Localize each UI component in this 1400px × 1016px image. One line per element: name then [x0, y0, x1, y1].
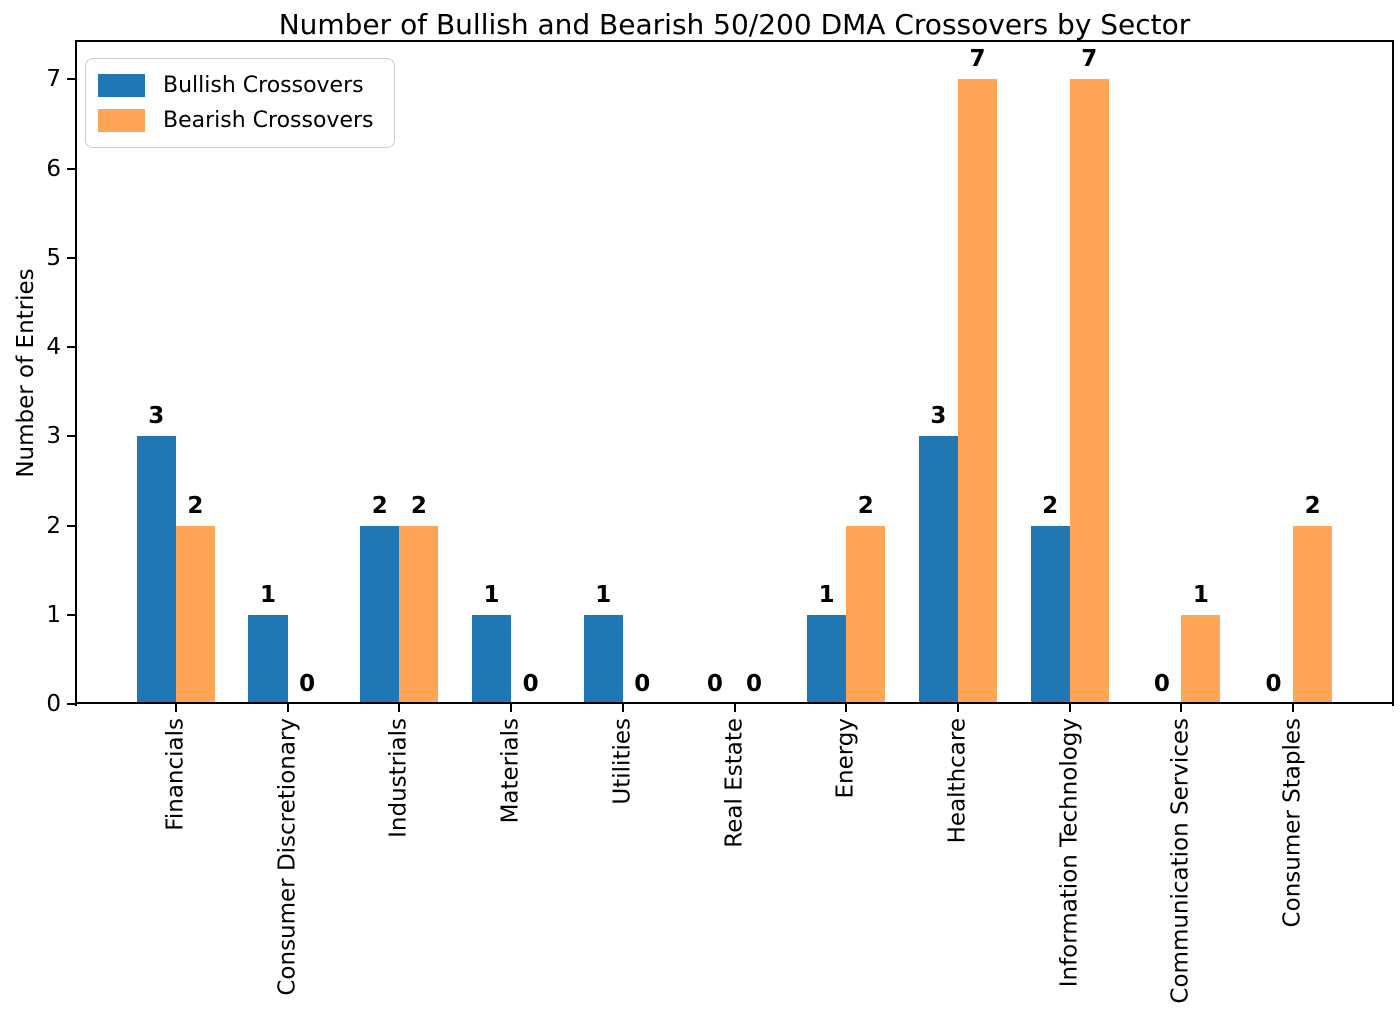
y-tick [67, 613, 75, 616]
bar-value-label: 0 [1265, 671, 1282, 697]
bar-value-label: 0 [299, 671, 316, 697]
y-tick-label: 7 [46, 66, 61, 93]
x-tick [286, 704, 289, 712]
x-tick [845, 704, 848, 712]
bar-value-label: 3 [930, 403, 947, 430]
bar-value-label: 2 [187, 492, 204, 519]
legend-item-bullish-crossovers: Bullish Crossovers [98, 68, 374, 103]
bar-value-label: 2 [857, 492, 874, 519]
x-tick-label-text: Materials [497, 718, 524, 824]
bearish-bar-information-technology [1069, 79, 1109, 704]
bar-value-label: 0 [746, 671, 763, 697]
y-tick-label: 4 [46, 334, 61, 361]
top-spine [75, 40, 1394, 42]
y-tick [67, 256, 75, 259]
bar-value-label: 0 [1153, 671, 1170, 697]
x-tick-label-text: Healthcare [944, 718, 971, 844]
bar-value-label: 7 [969, 46, 986, 73]
y-tick [67, 167, 75, 170]
bullish-bar-industrials [360, 525, 400, 704]
y-tick [67, 78, 75, 81]
bearish-bar-consumer-staples [1293, 525, 1333, 704]
legend-swatch [98, 74, 145, 97]
y-tick [67, 524, 75, 527]
x-tick-label-text: Consumer Discretionary [274, 718, 301, 996]
x-tick-label-text: Information Technology [1056, 718, 1083, 988]
legend-item-bearish-crossovers: Bearish Crossovers [98, 103, 374, 138]
bar-value-label: 2 [410, 492, 427, 519]
y-tick-label: 0 [46, 691, 61, 717]
x-tick [398, 704, 401, 712]
y-tick-label: 5 [46, 244, 61, 271]
x-tick [621, 704, 624, 712]
bullish-bar-utilities [583, 614, 623, 704]
y-tick-label: 1 [46, 601, 61, 628]
x-tick [956, 704, 959, 712]
bar-value-label: 0 [522, 671, 539, 697]
bar-value-label: 1 [1192, 581, 1209, 608]
bottom-spine [75, 702, 1394, 704]
y-tick-label: 6 [46, 155, 61, 182]
bearish-bar-healthcare [957, 79, 998, 704]
bearish-bar-communication-services [1181, 614, 1221, 704]
x-tick [1068, 704, 1071, 712]
x-tick-label-text: Consumer Staples [1279, 718, 1306, 928]
bar-value-label: 1 [260, 581, 277, 608]
bearish-bar-energy [846, 525, 886, 704]
legend: Bullish Crossovers Bearish Crossovers [85, 58, 395, 148]
bullish-bar-healthcare [918, 436, 958, 704]
bar-value-label: 7 [1081, 46, 1098, 73]
x-tick [174, 704, 177, 712]
legend-swatch [98, 109, 145, 132]
y-tick [67, 703, 75, 705]
x-tick-label-text: Industrials [385, 718, 412, 838]
y-tick [67, 346, 75, 349]
bar-value-label: 1 [595, 581, 612, 608]
bar-value-label: 0 [706, 671, 723, 697]
x-tick-label-text: Communication Services [1167, 718, 1194, 1004]
legend-label: Bullish Crossovers [163, 72, 364, 98]
bar-value-label: 2 [1304, 492, 1321, 519]
x-tick-label-text: Real Estate [721, 718, 747, 848]
x-tick [510, 704, 513, 712]
bullish-bar-energy [807, 614, 847, 704]
x-tick-label-text: Energy [832, 718, 859, 799]
bar-value-label: 1 [483, 581, 500, 608]
y-tick [67, 435, 75, 438]
chart-title: Number of Bullish and Bearish 50/200 DMA… [278, 8, 1191, 41]
left-spine [75, 40, 77, 706]
bullish-bar-financials [136, 436, 176, 704]
bullish-bar-materials [471, 614, 512, 704]
right-spine [1392, 40, 1394, 706]
bar-value-label: 2 [1042, 492, 1059, 519]
x-tick-label-text: Financials [162, 718, 189, 831]
x-tick [733, 704, 736, 712]
x-tick [1180, 704, 1183, 712]
y-tick-label: 2 [46, 512, 61, 539]
x-tick-label-text: Utilities [609, 718, 636, 805]
bar-value-label: 0 [634, 671, 651, 697]
bearish-bar-industrials [399, 525, 439, 704]
bearish-bar-financials [175, 525, 215, 704]
bar-value-label: 2 [371, 492, 388, 519]
bar-value-label: 1 [818, 581, 835, 608]
bullish-bar-information-technology [1030, 525, 1070, 704]
bar-value-label: 3 [148, 403, 165, 430]
x-tick [1292, 704, 1295, 712]
y-tick-label: 3 [46, 423, 61, 450]
bullish-bar-consumer-discretionary [248, 614, 288, 704]
legend-label: Bearish Crossovers [163, 107, 374, 133]
